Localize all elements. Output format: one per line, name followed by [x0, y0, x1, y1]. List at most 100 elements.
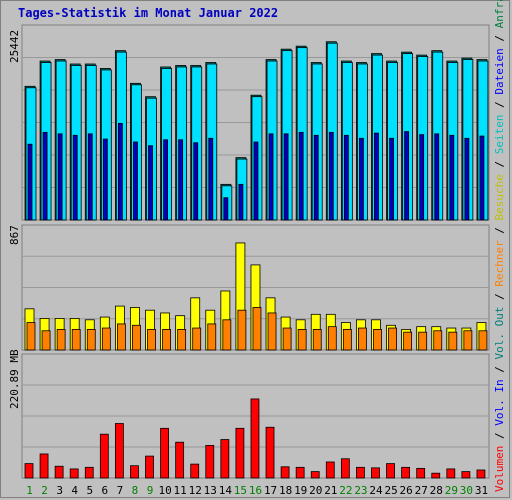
bar-volumen-day-14	[220, 439, 230, 479]
bar-volumen-day-5	[84, 466, 94, 479]
bar-seiten-day-11	[178, 139, 184, 221]
bar-rechner-day-6	[101, 327, 111, 351]
bar-volumen-day-2	[39, 453, 49, 479]
bar-seiten-day-21	[328, 131, 334, 221]
x-tick-label-day-25: 25	[384, 484, 397, 497]
bar-rechner-day-10	[162, 329, 171, 351]
x-tick-label-day-9: 9	[147, 484, 154, 497]
bar-rechner-day-15	[237, 309, 247, 351]
bar-rechner-day-22	[342, 329, 352, 351]
bar-volumen-day-7	[114, 423, 124, 479]
bar-rechner-day-5	[86, 329, 96, 351]
bar-seiten-day-15	[238, 183, 244, 221]
bar-volumen-day-6	[99, 433, 109, 479]
bar-rechner-day-27	[418, 331, 428, 351]
x-tick-label-day-12: 12	[189, 484, 202, 497]
bar-rechner-day-13	[207, 323, 217, 351]
bar-seiten-day-5	[87, 133, 93, 221]
x-tick-label-day-17: 17	[264, 484, 277, 497]
bar-seiten-day-28	[434, 133, 440, 221]
bar-rechner-day-18	[282, 327, 292, 351]
x-tick-label-day-29: 29	[445, 484, 458, 497]
x-tick-label-day-21: 21	[324, 484, 337, 497]
x-tick-label-day-24: 24	[369, 484, 383, 497]
bar-volumen-day-22	[340, 458, 350, 479]
x-tick-label-day-3: 3	[56, 484, 63, 497]
bar-rechner-day-31	[478, 330, 488, 351]
bar-seiten-day-1	[27, 143, 33, 221]
bar-rechner-day-28	[433, 330, 443, 351]
bar-volumen-day-15	[235, 427, 245, 479]
bar-volumen-day-11	[175, 441, 185, 479]
bar-seiten-day-3	[57, 133, 63, 221]
x-tick-label-day-23: 23	[354, 484, 367, 497]
x-tick-label-day-18: 18	[279, 484, 292, 497]
x-tick-label-day-7: 7	[117, 484, 124, 497]
bar-volumen-day-27	[416, 467, 426, 479]
bar-seiten-day-8	[133, 141, 138, 221]
x-tick-label-day-31: 31	[475, 484, 488, 497]
x-tick-label-day-6: 6	[102, 484, 109, 497]
bar-rechner-day-26	[403, 331, 413, 351]
bar-rechner-day-24	[373, 329, 382, 351]
bar-volumen-day-20	[310, 471, 320, 479]
bar-seiten-day-24	[374, 132, 379, 221]
bar-rechner-day-20	[312, 329, 322, 351]
bar-rechner-day-30	[463, 330, 473, 351]
bar-rechner-day-9	[147, 329, 156, 351]
bar-seiten-day-7	[117, 123, 123, 221]
x-tick-label-day-8: 8	[132, 484, 139, 497]
bar-volumen-day-12	[190, 463, 200, 479]
bar-rechner-day-19	[297, 329, 307, 351]
bar-seiten-day-10	[163, 139, 168, 221]
x-tick-label-day-20: 20	[309, 484, 322, 497]
bar-seiten-day-14	[223, 197, 229, 221]
x-tick-label-day-14: 14	[219, 484, 233, 497]
bar-seiten-day-19	[298, 131, 304, 221]
bar-volumen-day-30	[461, 471, 471, 479]
bar-seiten-day-30	[464, 137, 470, 221]
bar-rechner-day-8	[132, 324, 141, 351]
bar-rechner-day-12	[192, 327, 202, 351]
bar-rechner-day-23	[358, 327, 367, 351]
x-tick-label-day-30: 30	[460, 484, 473, 497]
bar-seiten-day-6	[102, 138, 108, 221]
bar-rechner-day-14	[222, 319, 232, 351]
bar-rechner-day-16	[252, 307, 262, 351]
bar-volumen-day-10	[160, 427, 169, 479]
x-tick-label-day-1: 1	[26, 484, 33, 497]
bar-seiten-day-25	[389, 137, 394, 221]
x-tick-label-day-22: 22	[339, 484, 352, 497]
x-tick-label-day-4: 4	[71, 484, 78, 497]
bar-volumen-day-19	[295, 466, 305, 479]
bar-seiten-day-16	[253, 141, 259, 221]
bar-volumen-day-13	[205, 445, 215, 479]
bar-volumen-day-26	[401, 466, 411, 479]
bar-rechner-day-25	[388, 327, 397, 351]
bar-volumen-day-1	[24, 463, 34, 479]
bar-seiten-day-31	[479, 135, 485, 221]
bar-rechner-day-7	[116, 323, 126, 351]
bar-seiten-day-18	[283, 133, 289, 221]
bar-rechner-day-3	[56, 329, 66, 351]
x-tick-label-day-28: 28	[430, 484, 443, 497]
bar-rechner-day-2	[41, 330, 51, 351]
bar-rechner-day-11	[177, 329, 187, 351]
x-tick-label-day-2: 2	[41, 484, 48, 497]
bar-rechner-day-21	[327, 326, 337, 351]
x-tick-label-day-15: 15	[234, 484, 247, 497]
page-title: Tages-Statistik im Monat Januar 2022	[18, 6, 279, 20]
bar-volumen-day-28	[431, 472, 441, 479]
bar-volumen-day-4	[69, 468, 79, 479]
bar-rechner-day-17	[267, 312, 277, 351]
x-tick-label-day-16: 16	[249, 484, 262, 497]
x-tick-label-day-19: 19	[294, 484, 307, 497]
bar-seiten-day-27	[419, 134, 425, 221]
x-tick-label-day-26: 26	[400, 484, 413, 497]
bar-rechner-day-1	[26, 322, 36, 351]
bar-rechner-day-4	[71, 329, 81, 351]
bar-volumen-day-25	[386, 463, 395, 479]
bar-seiten-day-20	[313, 134, 319, 221]
